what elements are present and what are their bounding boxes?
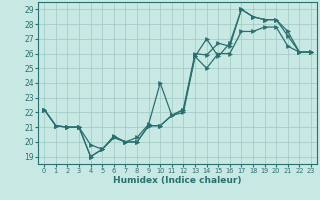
X-axis label: Humidex (Indice chaleur): Humidex (Indice chaleur) [113, 176, 242, 185]
